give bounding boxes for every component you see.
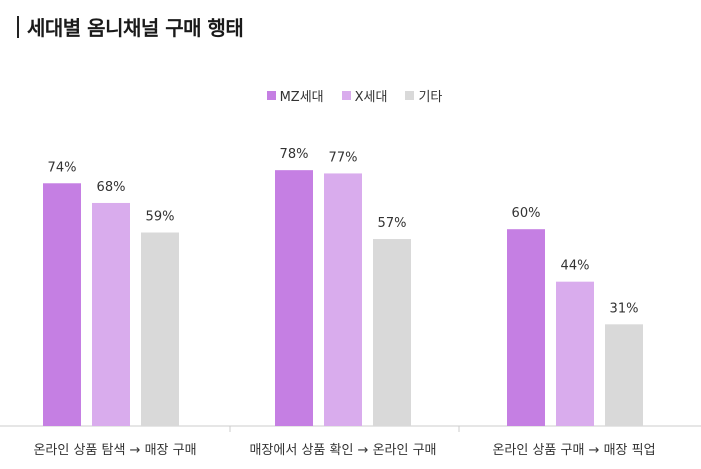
bar	[141, 232, 179, 426]
chart-legend: MZ세대 X세대 기타	[0, 86, 701, 105]
legend-label-x: X세대	[354, 90, 388, 105]
category-label: 온라인 상품 탐색 → 매장 구매	[33, 443, 196, 458]
title-accent-bar	[17, 16, 19, 38]
data-label: 44%	[561, 259, 590, 274]
legend-swatch-x	[341, 91, 351, 100]
bar	[43, 183, 81, 426]
data-label: 60%	[512, 206, 541, 221]
legend-swatch-other	[405, 91, 415, 100]
category-label: 매장에서 상품 확인 → 온라인 구매	[249, 443, 436, 458]
bar	[275, 170, 313, 426]
bar	[605, 324, 643, 426]
legend-label-other: 기타	[418, 90, 443, 105]
bar	[324, 173, 362, 426]
category-label: 온라인 상품 구매 → 매장 픽업	[492, 443, 655, 458]
data-label: 31%	[610, 301, 639, 316]
legend-label-mz: MZ세대	[279, 90, 324, 105]
bar	[507, 229, 545, 426]
data-label: 59%	[146, 209, 175, 224]
bar	[92, 202, 130, 426]
data-label: 57%	[378, 216, 407, 231]
chart-title: 세대별 옴니채널 구매 행태	[27, 16, 244, 40]
data-label: 77%	[329, 150, 358, 165]
data-label: 68%	[97, 180, 126, 195]
bar	[373, 239, 411, 426]
legend-swatch-mz	[266, 91, 276, 100]
bar	[556, 281, 594, 426]
legend-item-mz: MZ세대	[266, 86, 324, 105]
data-label: 74%	[48, 160, 77, 175]
legend-item-other: 기타	[405, 86, 442, 105]
data-label: 78%	[280, 147, 309, 162]
legend-item-x: X세대	[341, 86, 388, 105]
